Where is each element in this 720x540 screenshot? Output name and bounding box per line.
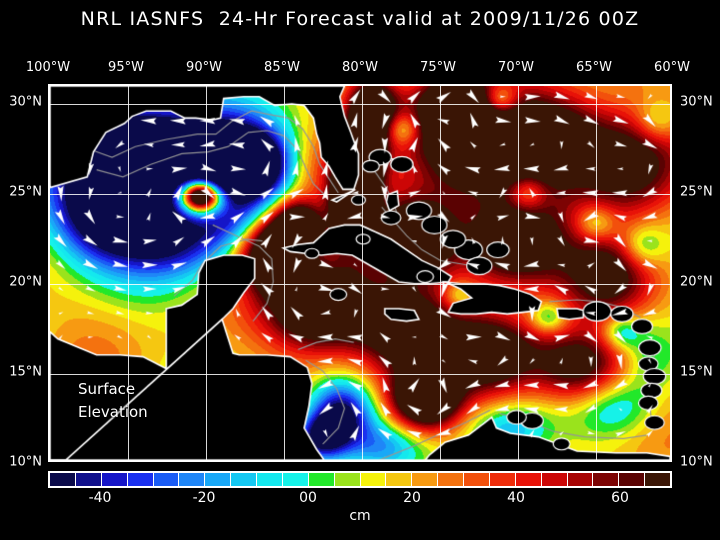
colorbar-bin-23: [645, 473, 670, 486]
colorbar-bin-15: [438, 473, 464, 486]
map-plot-area: Surface Elevation: [48, 84, 672, 462]
lon-tick-label: 95°W: [108, 60, 144, 75]
colorbar-bin-1: [75, 473, 102, 486]
colorbar-bin-19: [541, 473, 568, 486]
figure-title: NRL IASNFS 24-Hr Forecast valid at 2009/…: [80, 8, 640, 30]
surface-elevation-field: [50, 86, 670, 460]
colorbar-bin-17: [489, 473, 516, 486]
lat-tick-label: 25°N: [9, 184, 42, 200]
lat-tick-label: 25°N: [680, 184, 713, 200]
lat-tick-label: 20°N: [9, 274, 42, 290]
lon-tick-label: 80°W: [342, 60, 378, 75]
colorbar-bin-3: [127, 473, 154, 486]
colorbar-bin-20: [567, 473, 594, 486]
colorbar-bin-5: [179, 473, 206, 486]
colorbar-tick-label: 20: [403, 490, 421, 506]
colorbar-bin-13: [386, 473, 413, 486]
colorbar-tick-label: 00: [299, 490, 317, 506]
map-field-canvas-wrap: [50, 86, 670, 460]
lon-tick-label: 60°W: [654, 60, 690, 75]
colorbar-bin-21: [593, 473, 620, 486]
colorbar-bin-4: [153, 473, 180, 486]
colorbar-bin-14: [412, 473, 439, 486]
colorbar-bin-6: [205, 473, 232, 486]
colorbar-bin-22: [619, 473, 646, 486]
lon-tick-label: 70°W: [498, 60, 534, 75]
lon-tick-label: 100°W: [25, 60, 71, 75]
lat-tick-label: 30°N: [680, 94, 713, 110]
lat-tick-label: 15°N: [680, 364, 713, 380]
colorbar-bin-7: [231, 473, 257, 486]
lat-tick-label: 10°N: [9, 454, 42, 470]
lon-tick-label: 75°W: [420, 60, 456, 75]
colorbar-tick-label: 40: [507, 490, 525, 506]
colorbar-tick-label: -40: [88, 490, 112, 506]
colorbar-bin-2: [101, 473, 128, 486]
colorbar-unit-label: cm: [349, 508, 371, 524]
lat-tick-label: 15°N: [9, 364, 42, 380]
colorbar-bin-10: [308, 473, 335, 486]
annotation-line-2: Elevation: [78, 402, 148, 421]
lat-tick-label: 20°N: [680, 274, 713, 290]
lat-tick-label: 30°N: [9, 94, 42, 110]
colorbar: [48, 471, 672, 488]
variable-annotation: Surface Elevation: [78, 378, 148, 423]
colorbar-bin-11: [334, 473, 361, 486]
colorbar-tick-label: 60: [611, 490, 629, 506]
colorbar-bin-0: [50, 473, 76, 486]
colorbar-bin-18: [515, 473, 542, 486]
colorbar-bin-12: [360, 473, 387, 486]
annotation-line-1: Surface: [78, 380, 136, 398]
lat-tick-label: 10°N: [680, 454, 713, 470]
lon-tick-label: 85°W: [264, 60, 300, 75]
colorbar-bin-16: [464, 473, 490, 486]
colorbar-bin-8: [257, 473, 283, 486]
lon-tick-label: 65°W: [576, 60, 612, 75]
colorbar-bin-9: [282, 473, 309, 486]
colorbar-tick-label: -20: [192, 490, 216, 506]
lon-tick-label: 90°W: [186, 60, 222, 75]
